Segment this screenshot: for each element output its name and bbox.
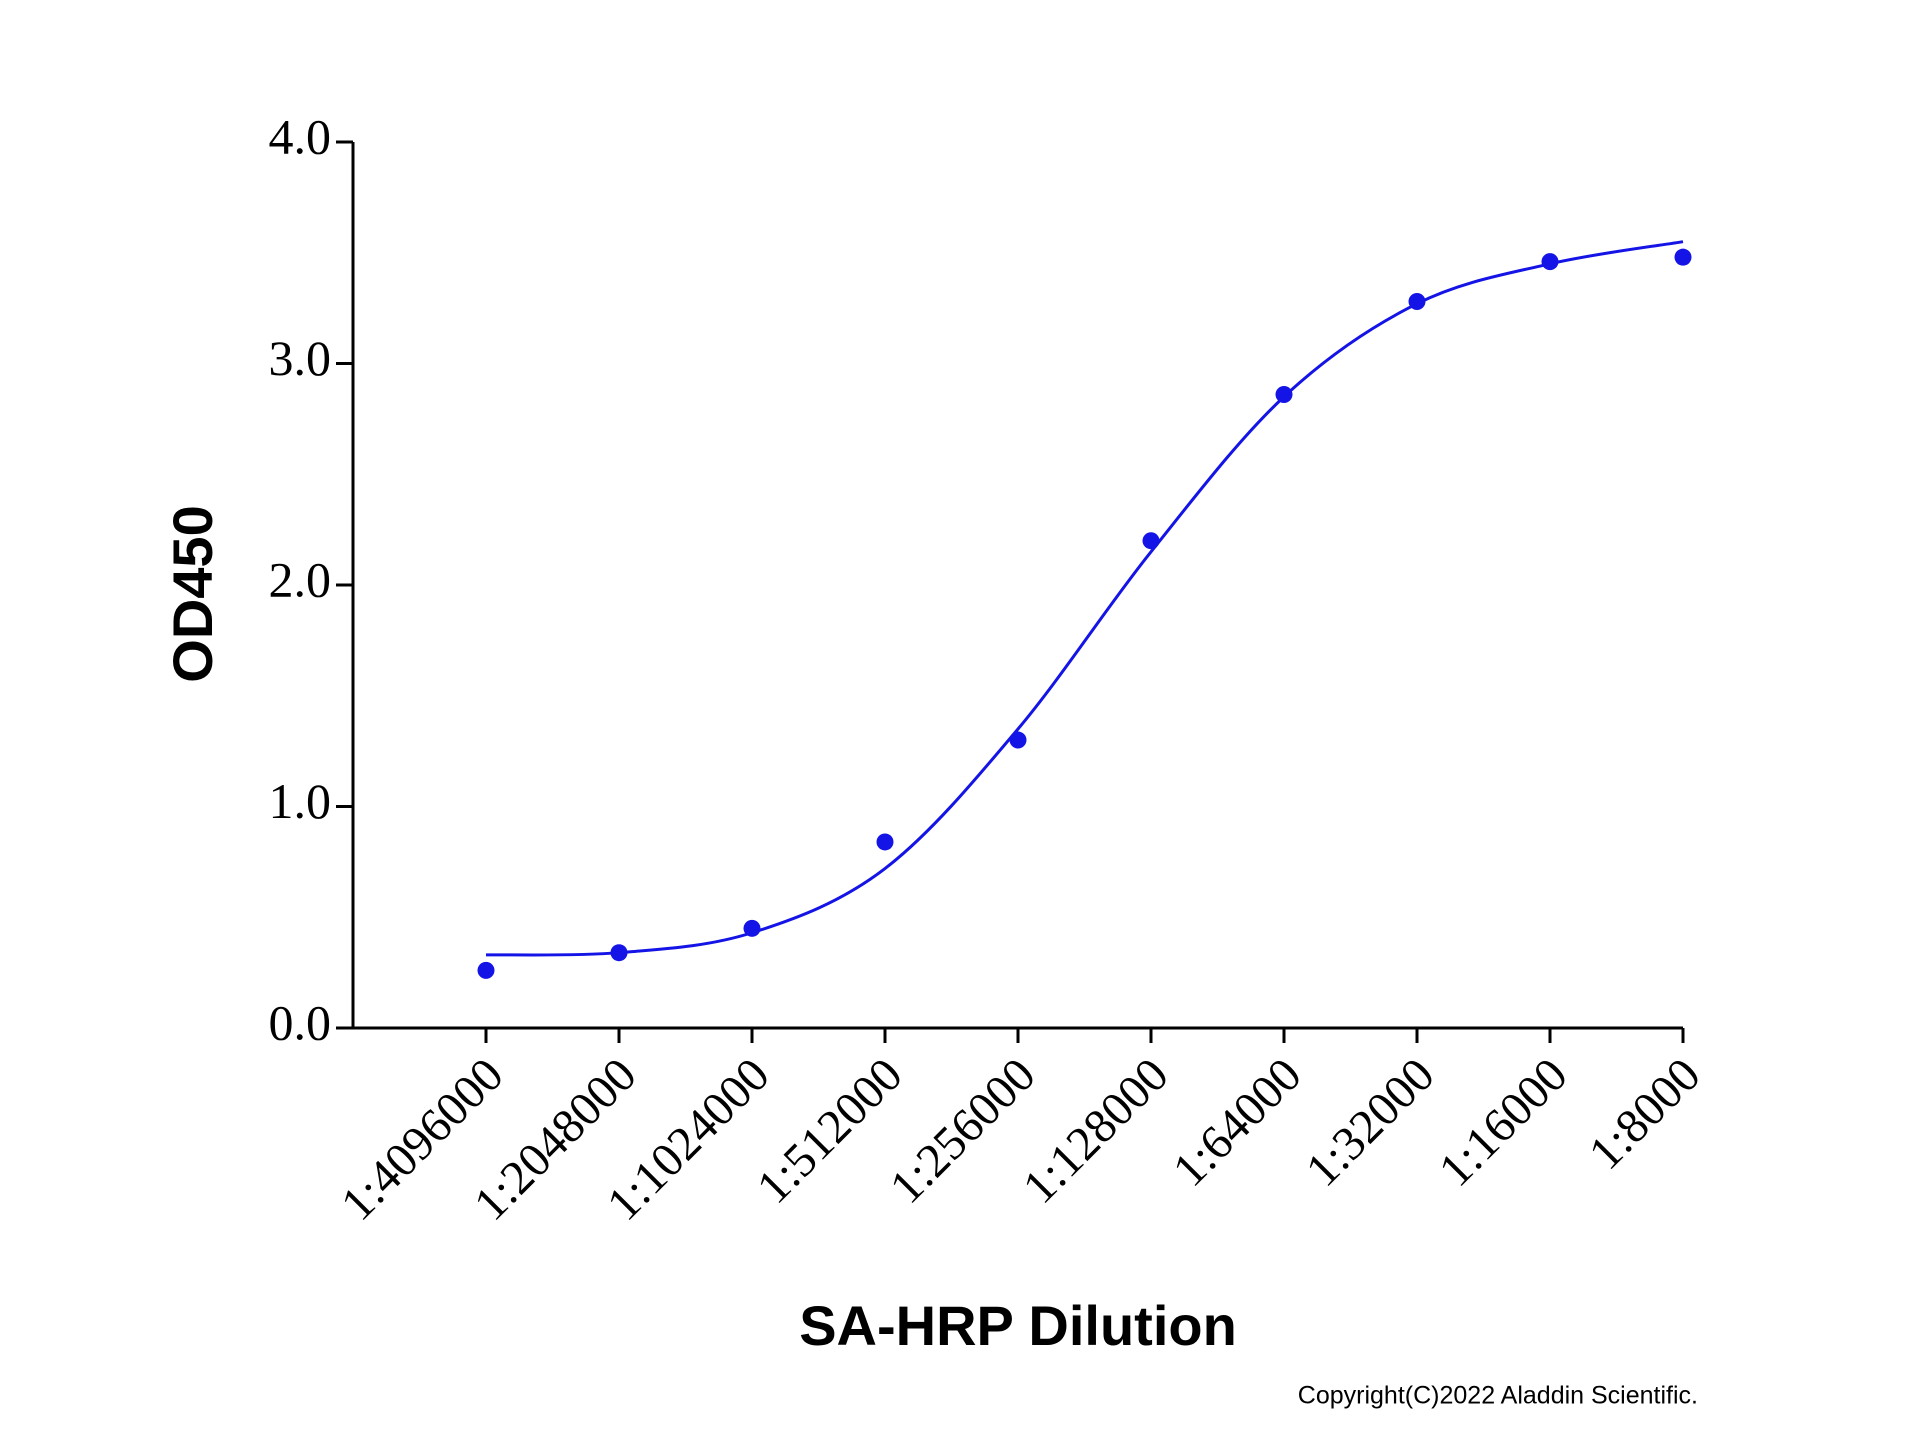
fit-curve [485, 240, 1684, 957]
x-tick-label: 1:16000 [1429, 1048, 1578, 1197]
data-point [1674, 248, 1692, 266]
x-axis-label: SA-HRP Dilution [799, 1294, 1237, 1357]
x-tick-label: 1:128000 [1013, 1048, 1179, 1214]
y-tick-label: 3.0 [269, 330, 332, 386]
copyright: Copyright(C)2022 Aladdin Scientific. [1298, 1382, 1698, 1410]
y-tick-label: 1.0 [269, 773, 332, 829]
data-point [876, 833, 894, 851]
y-tick-label: 4.0 [269, 108, 332, 164]
x-tick-label: 1:512000 [747, 1048, 913, 1214]
x-tick-label: 1:8000 [1579, 1048, 1711, 1180]
x-tick-label: 1:64000 [1163, 1048, 1312, 1197]
x-tick-label: 1:32000 [1296, 1048, 1445, 1197]
y-axis-label: OD450 [161, 505, 224, 682]
x-tick-label: 1:256000 [880, 1048, 1046, 1214]
data-point [477, 961, 495, 979]
y-tick-label: 2.0 [269, 551, 332, 607]
y-tick-label: 0.0 [269, 994, 332, 1050]
